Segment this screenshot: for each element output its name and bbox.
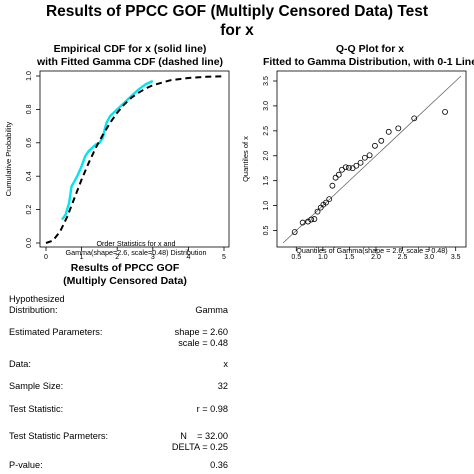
results-title-line-1: Results of PPCC GOF — [70, 262, 180, 274]
qq-point — [342, 164, 349, 171]
cdf-x-tick-label: 1 — [80, 254, 84, 260]
cdf-axes: 0 1 2 3 4 5 0.0 0.2 0.4 0.6 0.8 1.0 — [26, 71, 226, 260]
sample-size-label: Sample Size: — [9, 381, 64, 391]
cdf-title-line-1: Empirical CDF for x (solid line) — [54, 43, 207, 55]
hypothesized-value: Gamma — [195, 305, 228, 315]
data-value: x — [223, 359, 228, 369]
cdf-y-tick-label: 0.0 — [26, 238, 33, 248]
qq-title-line-2: Fitted to Gamma Distribution, with 0-1 L… — [263, 56, 474, 68]
cdf-x-tick-label: 2 — [115, 254, 119, 260]
qq-point — [335, 171, 342, 178]
qq-marks — [282, 75, 462, 244]
cdf-lines — [45, 75, 225, 244]
results-title-line-2: (Multiply Censored Data) — [63, 275, 187, 287]
qq-point — [385, 128, 392, 135]
qq-point — [395, 125, 402, 132]
results-panel: Results of PPCC GOF (Multiply Censored D… — [0, 262, 250, 474]
test-statistic-value: r = 0.98 — [196, 404, 228, 414]
cdf-title-line-2: with Fitted Gamma CDF (dashed line) — [36, 56, 223, 68]
test-statistic-delta-value: DELTA = 0.25 — [171, 442, 228, 452]
qq-x-tick-label: 3.5 — [451, 254, 461, 260]
p-value-value: 0.36 — [210, 460, 228, 470]
qq-point — [411, 115, 418, 122]
cdf-x-axis-label-line-1: Order Statistics for x and — [96, 239, 176, 248]
test-statistic-label: Test Statistic: — [9, 404, 64, 414]
estimated-shape-value: shape = 2.60 — [174, 327, 228, 337]
cdf-y-tick-label: 0.2 — [26, 205, 33, 215]
qq-x-tick-label: 2.0 — [371, 254, 381, 260]
qq-reference-line — [282, 75, 462, 244]
qq-y-tick-label: 3.5 — [263, 76, 270, 86]
estimated-scale-value: scale = 0.48 — [178, 338, 228, 348]
qq-y-axis-label: Quantiles of x — [241, 136, 250, 182]
qq-y-tick-label: 1.0 — [263, 201, 270, 211]
cdf-y-axis-label: Cumulative Probability — [4, 121, 13, 196]
test-statistic-n-value: N = 32.00 — [180, 431, 228, 441]
qq-axes: 0.5 1.0 1.5 2.0 2.5 3.0 3.5 0.5 1.0 1.5 2.0 2.5 3.0 3… — [263, 76, 461, 260]
qq-point — [329, 182, 336, 189]
cdf-empirical-line — [61, 79, 154, 221]
qq-point — [308, 216, 315, 223]
cdf-y-tick-label: 0.8 — [26, 104, 33, 114]
cdf-x-tick-label: 4 — [186, 254, 190, 260]
cdf-y-tick-label: 1.0 — [26, 71, 33, 81]
qq-x-tick-label: 1.5 — [345, 254, 355, 260]
cdf-y-tick-label: 0.6 — [26, 138, 33, 148]
qq-title-line-1: Q-Q Plot for x — [336, 43, 404, 55]
qq-point — [357, 159, 364, 166]
qq-x-axis-label: Quantiles of Gamma(shape = 2.6, scale = … — [296, 246, 448, 255]
p-value-label: P-value: — [9, 460, 43, 470]
qq-point — [345, 164, 352, 171]
qq-x-tick-label: 2.5 — [398, 254, 408, 260]
estimated-parameters-label: Estimated Parameters: — [9, 327, 103, 337]
qq-point — [311, 216, 318, 222]
qq-point — [299, 219, 306, 226]
qq-point — [326, 196, 333, 203]
qq-y-tick-label: 1.5 — [263, 176, 270, 186]
hypothesized-label-line-2: Distribution: — [9, 305, 58, 315]
qq-point — [442, 108, 448, 115]
hypothesized-label-line-1: Hypothesized — [9, 294, 65, 304]
cdf-y-tick-label: 0.4 — [26, 171, 33, 181]
qq-point — [353, 162, 360, 169]
data-label: Data: — [9, 359, 31, 369]
qq-chart: Q-Q Plot for x Fitted to Gamma Distribut… — [241, 43, 474, 260]
qq-plot-frame — [276, 70, 467, 248]
qq-point — [291, 229, 298, 235]
qq-point — [366, 152, 373, 159]
qq-y-tick-label: 0.5 — [263, 226, 270, 236]
qq-y-tick-label: 2.0 — [263, 151, 270, 161]
qq-y-tick-label: 2.5 — [263, 126, 270, 136]
cdf-x-tick-label: 3 — [151, 254, 155, 260]
qq-x-tick-label: 3.0 — [424, 254, 434, 260]
qq-point — [361, 154, 368, 161]
qq-x-tick-label: 1.0 — [318, 254, 328, 260]
cdf-x-tick-label: 5 — [222, 254, 226, 260]
cdf-x-tick-label: 0 — [44, 254, 48, 260]
main-title-line-1: Results of PPCC GOF (Multiply Censored D… — [45, 3, 429, 20]
main-title-line-2: for x — [220, 22, 254, 39]
qq-point — [305, 218, 311, 225]
qq-y-tick-label: 3.0 — [263, 101, 270, 111]
cdf-plot-frame — [39, 70, 230, 248]
qq-point — [378, 137, 385, 144]
cdf-fitted-gamma-line — [45, 75, 225, 244]
qq-point — [332, 174, 339, 181]
cdf-x-axis-label-line-2: Gamma(shape=2.6, scale=0.48) Distributio… — [65, 248, 207, 257]
qq-point — [323, 199, 329, 206]
cdf-x-axis-label: Order Statistics for x and Gamma(shape=2… — [42, 239, 230, 257]
sample-size-value: 32 — [217, 381, 228, 391]
qq-point — [372, 142, 378, 149]
test-statistic-parameters-label: Test Statistic Parmeters: — [9, 431, 109, 441]
cdf-chart: Empirical CDF for x (solid line) with Fi… — [4, 43, 230, 260]
qq-x-tick-label: 0.5 — [291, 254, 301, 260]
qq-point — [314, 208, 321, 215]
